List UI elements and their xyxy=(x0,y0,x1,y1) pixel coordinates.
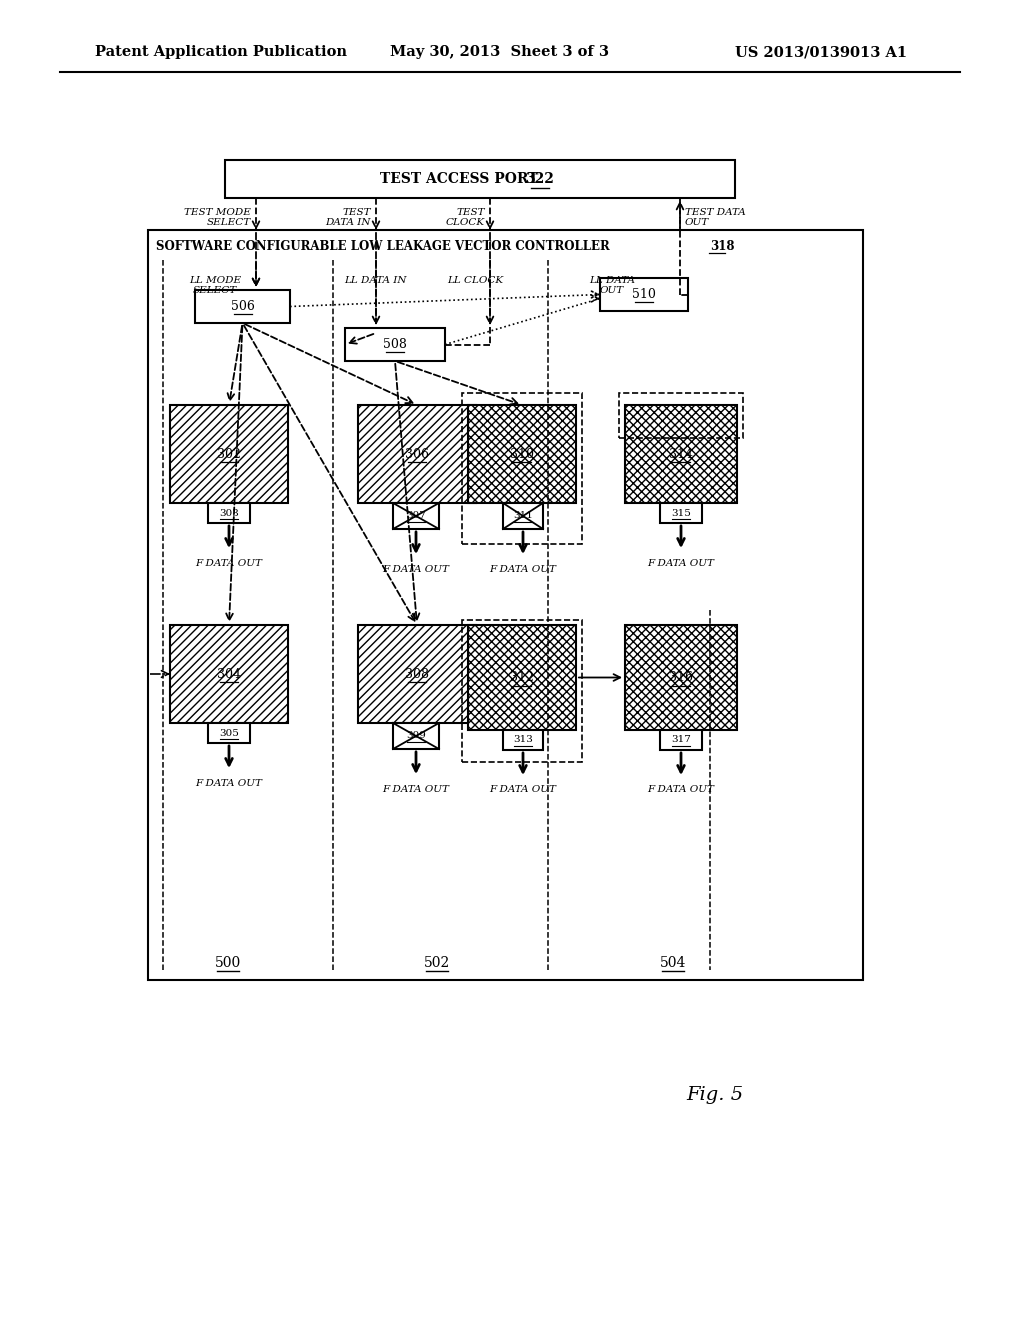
Bar xyxy=(625,405,737,503)
Text: F DATA OUT: F DATA OUT xyxy=(196,779,262,788)
Text: 313: 313 xyxy=(513,735,532,744)
Text: TEST
CLOCK: TEST CLOCK xyxy=(445,209,485,227)
Text: 302: 302 xyxy=(217,447,241,461)
Bar xyxy=(345,327,445,360)
Bar xyxy=(468,624,575,730)
Text: 306: 306 xyxy=(406,447,429,461)
Text: 312: 312 xyxy=(510,671,534,684)
Text: 500: 500 xyxy=(215,956,241,970)
Text: 502: 502 xyxy=(424,956,451,970)
Text: 305: 305 xyxy=(219,729,239,738)
Text: 314: 314 xyxy=(669,447,693,461)
Text: TEST ACCESS PORT: TEST ACCESS PORT xyxy=(380,172,544,186)
Bar xyxy=(195,290,290,323)
Text: 309: 309 xyxy=(407,731,426,741)
Text: Fig. 5: Fig. 5 xyxy=(686,1086,743,1104)
Bar xyxy=(393,723,439,748)
Bar xyxy=(660,503,702,523)
Text: 316: 316 xyxy=(669,671,693,684)
Bar xyxy=(600,279,688,312)
Text: TEST DATA
OUT: TEST DATA OUT xyxy=(685,209,745,227)
Text: 303: 303 xyxy=(219,508,239,517)
Text: F DATA OUT: F DATA OUT xyxy=(489,565,556,573)
Text: 311: 311 xyxy=(513,511,532,520)
Bar xyxy=(148,230,863,979)
Text: F DATA OUT: F DATA OUT xyxy=(196,558,262,568)
Text: LL CLOCK: LL CLOCK xyxy=(446,276,503,285)
Bar xyxy=(393,503,439,529)
Text: SOFTWARE CONFIGURABLE LOW LEAKAGE VECTOR CONTROLLER: SOFTWARE CONFIGURABLE LOW LEAKAGE VECTOR… xyxy=(156,239,613,252)
Text: 318: 318 xyxy=(710,239,734,252)
Bar xyxy=(208,723,250,743)
Text: F DATA OUT: F DATA OUT xyxy=(383,784,450,793)
Bar xyxy=(618,393,743,438)
Text: F DATA OUT: F DATA OUT xyxy=(383,565,450,573)
Bar xyxy=(208,503,250,523)
Bar xyxy=(625,624,737,730)
Text: 508: 508 xyxy=(383,338,407,351)
Bar xyxy=(462,620,582,762)
Bar xyxy=(170,624,288,723)
Text: 304: 304 xyxy=(217,668,241,681)
Text: US 2013/0139013 A1: US 2013/0139013 A1 xyxy=(735,45,907,59)
Text: 504: 504 xyxy=(659,956,686,970)
Text: LL MODE
SELECT: LL MODE SELECT xyxy=(189,276,241,296)
Text: F DATA OUT: F DATA OUT xyxy=(489,785,556,795)
Bar xyxy=(468,405,575,503)
Bar xyxy=(660,730,702,750)
Text: 308: 308 xyxy=(406,668,429,681)
Text: 307: 307 xyxy=(407,511,426,520)
Text: TEST MODE
SELECT: TEST MODE SELECT xyxy=(184,209,251,227)
Text: LL DATA IN: LL DATA IN xyxy=(344,276,407,285)
Bar xyxy=(358,405,476,503)
Bar xyxy=(358,624,476,723)
Bar xyxy=(503,503,543,529)
Text: F DATA OUT: F DATA OUT xyxy=(647,558,715,568)
Text: TEST
DATA IN: TEST DATA IN xyxy=(326,209,371,227)
Bar xyxy=(225,160,735,198)
Text: LL DATA
OUT: LL DATA OUT xyxy=(589,276,635,296)
Text: 510: 510 xyxy=(632,288,656,301)
Text: Patent Application Publication: Patent Application Publication xyxy=(95,45,347,59)
Text: 310: 310 xyxy=(510,447,534,461)
Text: 506: 506 xyxy=(230,300,254,313)
Text: 322: 322 xyxy=(525,172,554,186)
Bar xyxy=(503,730,543,750)
Text: F DATA OUT: F DATA OUT xyxy=(647,785,715,795)
Text: May 30, 2013  Sheet 3 of 3: May 30, 2013 Sheet 3 of 3 xyxy=(390,45,609,59)
Text: 317: 317 xyxy=(671,735,691,744)
Text: 315: 315 xyxy=(671,508,691,517)
Bar xyxy=(170,405,288,503)
Bar xyxy=(462,393,582,544)
